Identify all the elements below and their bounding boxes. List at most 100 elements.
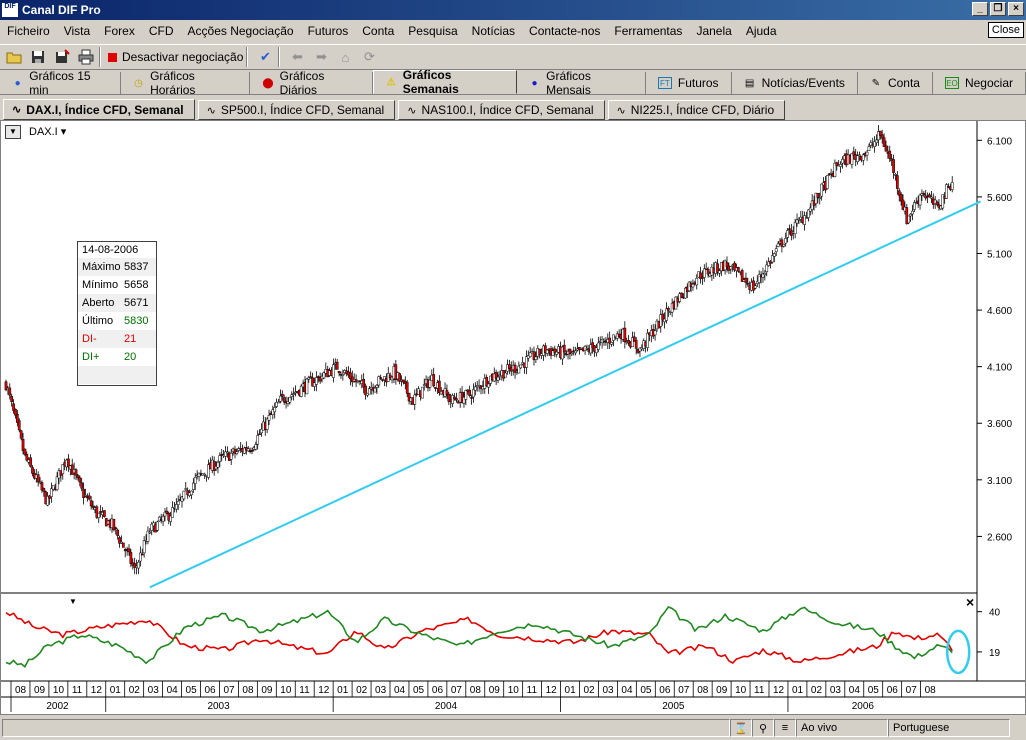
info-row: DI- 21 — [78, 330, 156, 348]
save-as-icon[interactable] — [52, 47, 72, 67]
deactivate-trading-button[interactable]: Desactivar negociação — [108, 50, 243, 64]
menu-noticias[interactable]: Notícias — [471, 24, 516, 38]
menu-futuros[interactable]: Futuros — [307, 24, 349, 38]
menu-janela[interactable]: Janela — [696, 24, 732, 38]
candle-body — [273, 407, 277, 413]
tab-noticias[interactable]: ▤ Notícias/Events — [732, 72, 858, 94]
tab-futuros[interactable]: FT Futuros — [646, 72, 732, 94]
candle-body — [103, 510, 106, 517]
info-row: Máximo 5837 — [78, 258, 156, 276]
candle-body — [695, 278, 699, 286]
toolbar-separator — [246, 47, 249, 67]
di-plus-line — [5, 606, 953, 669]
menu-conta[interactable]: Conta — [362, 24, 395, 38]
menu-accoes[interactable]: Acções Negociação — [187, 24, 294, 38]
minimize-button[interactable]: _ — [972, 2, 988, 16]
candle-body — [568, 348, 572, 354]
print-icon[interactable] — [76, 47, 96, 67]
price-chart[interactable]: 6.100 5.600 5.100 4.600 4.100 3.600 3.100 2.600… — [1, 121, 1025, 714]
menu-ferramentas[interactable]: Ferramentas — [614, 24, 683, 38]
menu-ajuda[interactable]: Ajuda — [745, 24, 777, 38]
candle-body — [895, 175, 899, 189]
save-icon[interactable] — [28, 47, 48, 67]
candle-body — [608, 337, 612, 344]
candle-body — [161, 516, 165, 522]
close-window-button[interactable]: × — [1008, 2, 1024, 16]
candle-body — [504, 372, 507, 378]
candle-body — [646, 332, 649, 348]
tab-graficos-15min[interactable]: ● Gráficos 15 min — [0, 69, 121, 97]
month-label: 08 — [242, 685, 254, 696]
candle-body — [767, 261, 770, 266]
candle-body — [405, 382, 409, 394]
chart-tab-label: SP500.I, Índice CFD, Semanal — [220, 103, 385, 117]
candle-body — [816, 193, 820, 198]
menu-vista[interactable]: Vista — [63, 24, 91, 38]
price-tick-label: 2.600 — [987, 532, 1012, 543]
candle-body — [174, 504, 178, 510]
tab-conta[interactable]: ✎ Conta — [858, 72, 933, 94]
indicator-menu-icon: ▼ — [69, 597, 77, 606]
candle-body — [487, 383, 490, 388]
chart-tab-sp500[interactable]: ∿ SP500.I, Índice CFD, Semanal — [197, 100, 396, 120]
checkmark-icon[interactable]: ✔ — [259, 49, 271, 64]
month-label: 07 — [223, 685, 235, 696]
candle-body — [684, 287, 687, 299]
tab-graficos-horarios[interactable]: ◷ Gráficos Horários — [121, 69, 251, 97]
candle-body — [746, 283, 750, 285]
month-label: 08 — [925, 685, 937, 696]
month-label: 12 — [318, 685, 330, 696]
candle-body — [776, 243, 780, 247]
menu-forex[interactable]: Forex — [104, 24, 135, 38]
restore-button[interactable]: ❐ — [990, 2, 1006, 16]
info-key: Aberto — [82, 297, 115, 309]
month-label: 02 — [811, 685, 823, 696]
menu-ficheiro[interactable]: Ficheiro — [7, 24, 50, 38]
chart-tab-ni225[interactable]: ∿ NI225.I, Índice CFD, Diário — [607, 100, 786, 120]
tab-graficos-diarios[interactable]: ⬤ Gráficos Diários — [250, 69, 373, 97]
candle-body — [945, 184, 948, 199]
candle-body — [31, 467, 34, 474]
tab-negociar[interactable]: EO Negociar — [933, 72, 1026, 94]
candle-body — [156, 521, 159, 531]
candle-body — [771, 255, 774, 263]
candle-body — [513, 364, 517, 373]
wave-icon: ∿ — [206, 104, 216, 117]
close-button[interactable]: Close — [987, 22, 1024, 38]
candle-body — [192, 482, 195, 490]
candle-body — [288, 396, 292, 403]
tab-graficos-semanais[interactable]: ⚠ Gráficos Semanais — [372, 68, 517, 96]
candle-body — [754, 285, 757, 289]
close-indicator-icon[interactable]: × — [966, 594, 974, 610]
month-label: 08 — [470, 685, 482, 696]
month-label: 03 — [830, 685, 842, 696]
month-label: 09 — [261, 685, 273, 696]
chart-tab-dax[interactable]: ∿ DAX.I, Índice CFD, Semanal — [3, 99, 195, 120]
chart-menu-dropdown-icon[interactable]: ▼ — [5, 125, 21, 139]
candle-body — [193, 477, 197, 484]
open-folder-icon[interactable] — [4, 47, 24, 67]
price-tick-label: 3.100 — [987, 476, 1012, 487]
candle-body — [733, 262, 736, 271]
candle-body — [795, 219, 799, 224]
menu-contacte[interactable]: Contacte-nos — [529, 24, 601, 38]
chart-window[interactable]: 6.100 5.600 5.100 4.600 4.100 3.600 3.100 2.600… — [0, 120, 1026, 715]
wave-icon: ∿ — [407, 104, 417, 117]
candle-body — [280, 393, 284, 397]
refresh-icon[interactable]: ⟳ — [363, 49, 375, 64]
month-label: 09 — [34, 685, 46, 696]
menu-pesquisa[interactable]: Pesquisa — [408, 24, 458, 38]
chart-tab-nas100[interactable]: ∿ NAS100.I, Índice CFD, Semanal — [398, 100, 605, 120]
forward-arrow-icon[interactable]: ➡ — [315, 49, 327, 64]
candle-body — [680, 292, 683, 298]
tab-graficos-mensais[interactable]: ● Gráficos Mensais — [517, 69, 646, 97]
month-label: 03 — [148, 685, 160, 696]
back-arrow-icon[interactable]: ⬅ — [291, 49, 303, 64]
deactivate-trading-label: Desactivar negociação — [122, 50, 244, 64]
candle-body — [305, 378, 309, 395]
candle-body — [589, 344, 593, 354]
candle-body — [922, 193, 926, 196]
symbol-selector[interactable]: DAX.I ▾ — [29, 126, 67, 138]
menu-cfd[interactable]: CFD — [148, 24, 174, 38]
home-icon[interactable]: ⌂ — [341, 49, 350, 65]
